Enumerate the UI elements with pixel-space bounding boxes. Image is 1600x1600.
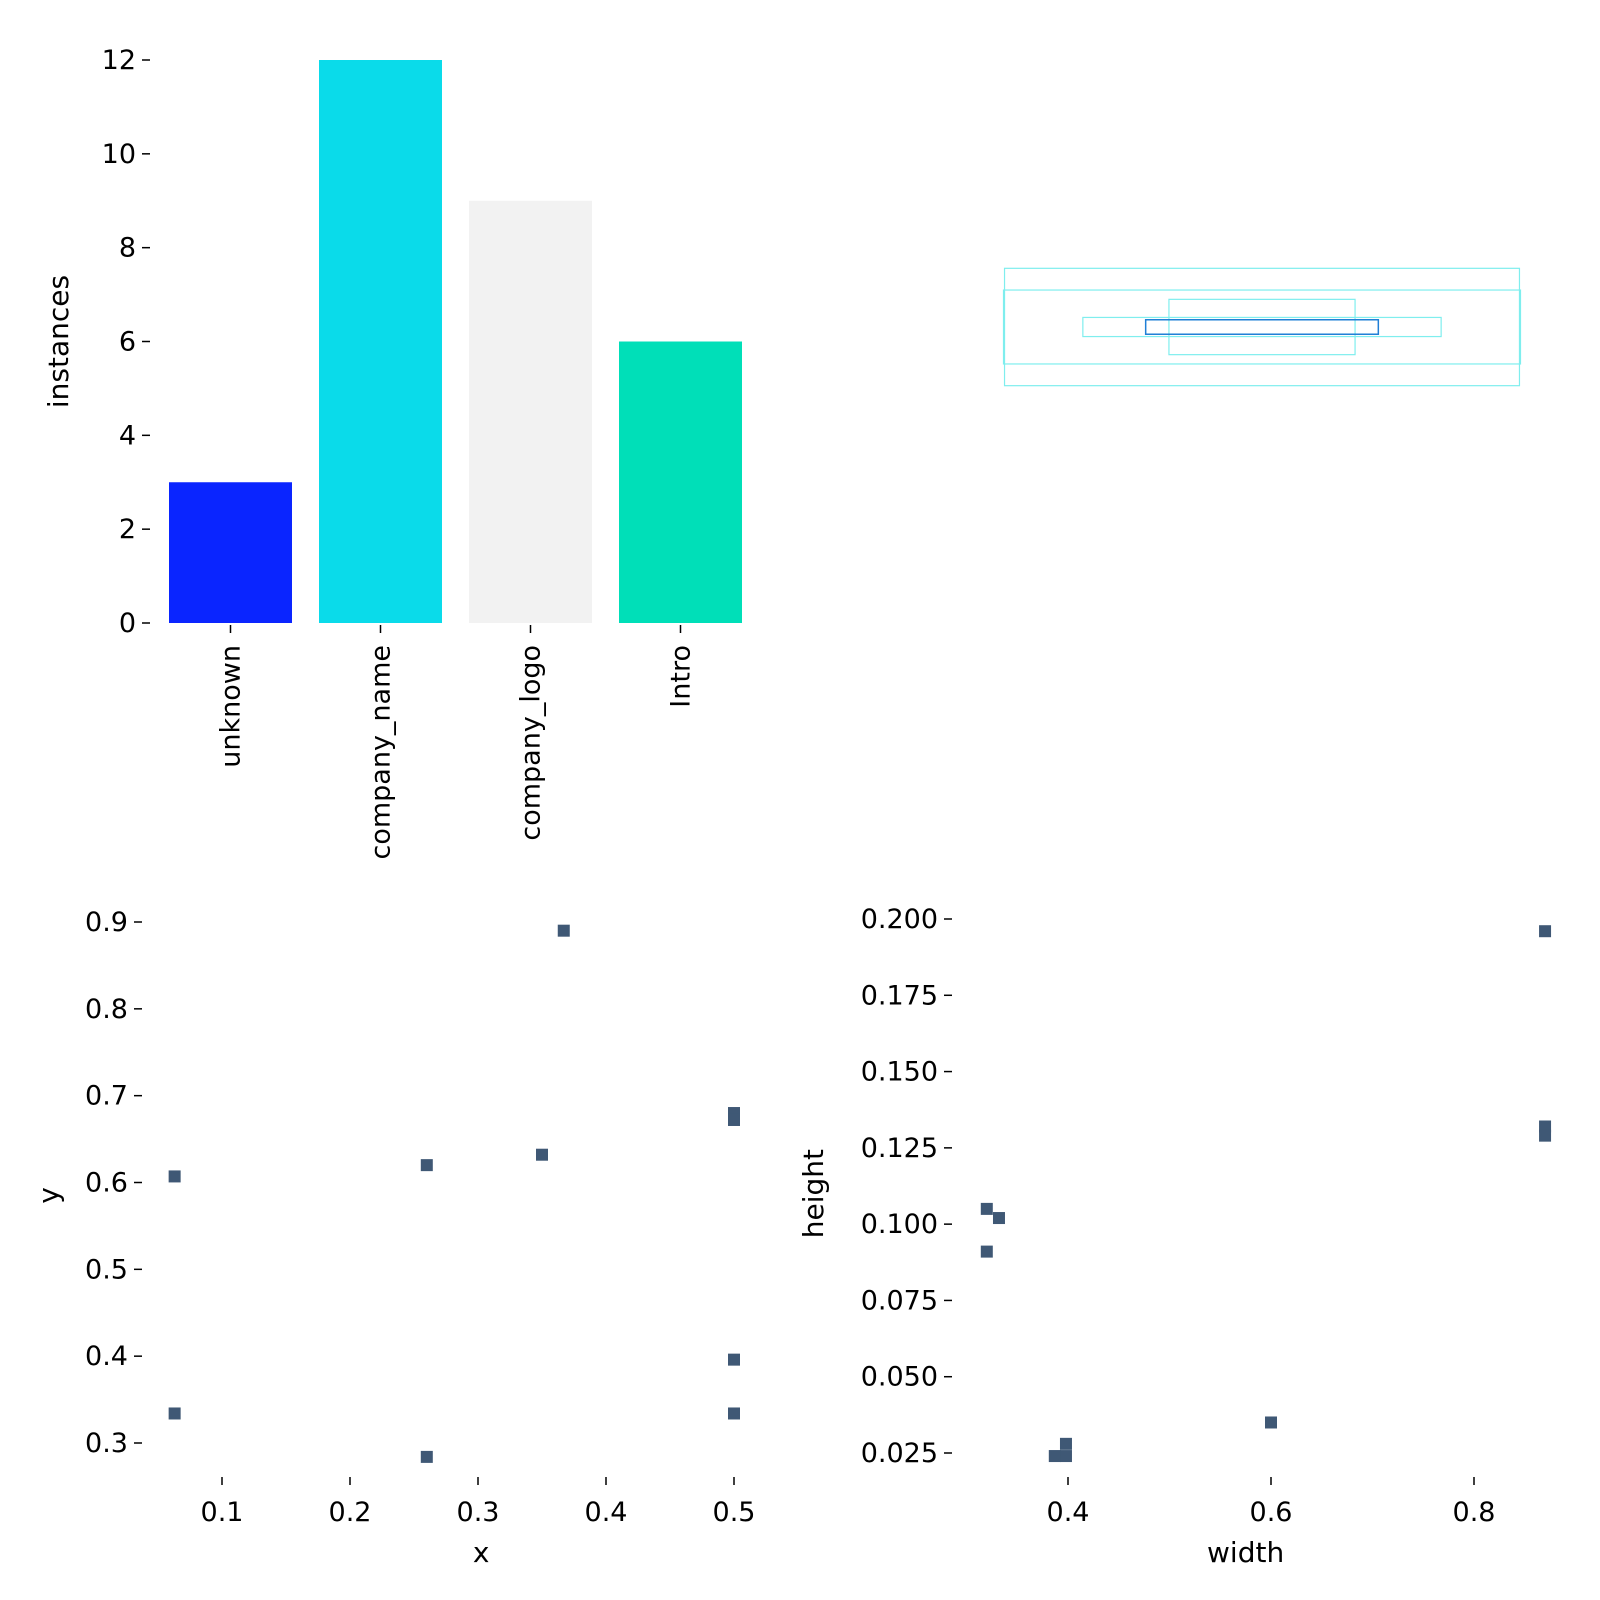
scatter-point xyxy=(1059,1450,1072,1463)
scatter-point xyxy=(1539,925,1552,938)
bar-unknown xyxy=(169,482,292,623)
x-tick-label: company_name xyxy=(366,645,397,860)
bounding-box xyxy=(1002,289,1522,365)
scatter-point xyxy=(980,1245,993,1258)
x-axis-label: width xyxy=(1207,1536,1284,1569)
x-tick-label: unknown xyxy=(216,645,247,768)
bounding-box xyxy=(1144,319,1380,335)
y-tick-label: 8 xyxy=(119,233,136,264)
instances-bar-chart: 0 2 4 6 8 10 12 unknown company_name company_logo… xyxy=(42,45,742,860)
x-tick-label: 0.4 xyxy=(585,1497,628,1528)
y-tick-label: 0.175 xyxy=(861,980,938,1011)
x-tick-label: 0.1 xyxy=(201,1497,244,1528)
x-tick-label: 0.3 xyxy=(457,1497,500,1528)
y-tick-label: 0.4 xyxy=(85,1341,128,1372)
y-tick-label: 0 xyxy=(119,608,136,639)
y-tick-label: 0.150 xyxy=(861,1057,938,1088)
x-tick-label: 0.6 xyxy=(1250,1497,1293,1528)
y-tick-label: 12 xyxy=(102,45,136,76)
y-tick-label: 4 xyxy=(119,420,136,451)
y-tick-label: 10 xyxy=(102,139,136,170)
scatter-point xyxy=(980,1202,993,1215)
width-height-scatter-plot: 0.025 0.050 0.075 0.100 0.125 0.150 0.175 0.200… xyxy=(797,904,1552,1569)
bar-company-name xyxy=(319,60,442,623)
y-tick-label: 0.8 xyxy=(85,994,128,1025)
bounding-box xyxy=(1082,316,1442,338)
x-tick-label: 0.2 xyxy=(329,1497,372,1528)
scatter-point xyxy=(1059,1437,1072,1450)
scatter-point xyxy=(168,1170,181,1183)
bounding-box-overlay xyxy=(1002,267,1522,387)
x-axis-label: x xyxy=(473,1536,490,1569)
y-tick-label: 0.3 xyxy=(85,1428,128,1459)
bounding-box xyxy=(1003,267,1521,387)
bar-Intro xyxy=(619,341,742,623)
x-tick-label: Intro xyxy=(666,645,697,708)
scatter-point xyxy=(1539,1120,1552,1133)
y-tick-label: 0.9 xyxy=(85,907,128,938)
x-tick-label: 0.8 xyxy=(1453,1497,1496,1528)
x-tick-label: 0.5 xyxy=(713,1497,756,1528)
scatter-point xyxy=(992,1212,1005,1225)
scatter-point xyxy=(536,1148,548,1161)
scatter-point xyxy=(1048,1450,1061,1463)
bounding-box xyxy=(1168,298,1356,356)
y-axis-label: y xyxy=(32,1187,65,1204)
scatter-point xyxy=(168,1407,181,1420)
y-tick-label: 6 xyxy=(119,327,136,358)
bar-company-logo xyxy=(469,200,592,623)
x-tick-label: company_logo xyxy=(516,645,547,841)
y-tick-label: 0.200 xyxy=(861,904,938,935)
y-tick-label: 0.025 xyxy=(861,1438,938,1469)
scatter-point xyxy=(420,1159,433,1172)
y-tick-label: 0.7 xyxy=(85,1081,128,1112)
y-tick-label: 0.100 xyxy=(861,1209,938,1240)
scatter-point xyxy=(420,1450,433,1463)
y-tick-label: 0.075 xyxy=(861,1285,938,1316)
x-y-scatter-plot: 0.3 0.4 0.5 0.6 0.7 0.8 0.9 0.1 0.2 0.3 0.4 0.5 x y xyxy=(32,907,755,1569)
scatter-point xyxy=(557,924,570,937)
scatter-point xyxy=(728,1113,740,1126)
y-axis-label: height xyxy=(797,1149,830,1238)
scatter-point xyxy=(728,1407,740,1420)
scatter-point xyxy=(1265,1416,1277,1429)
y-tick-label: 2 xyxy=(119,514,136,545)
x-tick-label: 0.4 xyxy=(1047,1497,1090,1528)
scatter-point xyxy=(728,1353,740,1366)
scatter-point xyxy=(1539,1129,1552,1142)
y-tick-label: 0.5 xyxy=(85,1254,128,1285)
y-axis-label: instances xyxy=(42,275,75,408)
y-tick-label: 0.6 xyxy=(85,1168,128,1199)
y-tick-label: 0.050 xyxy=(861,1362,938,1393)
y-tick-label: 0.125 xyxy=(861,1133,938,1164)
